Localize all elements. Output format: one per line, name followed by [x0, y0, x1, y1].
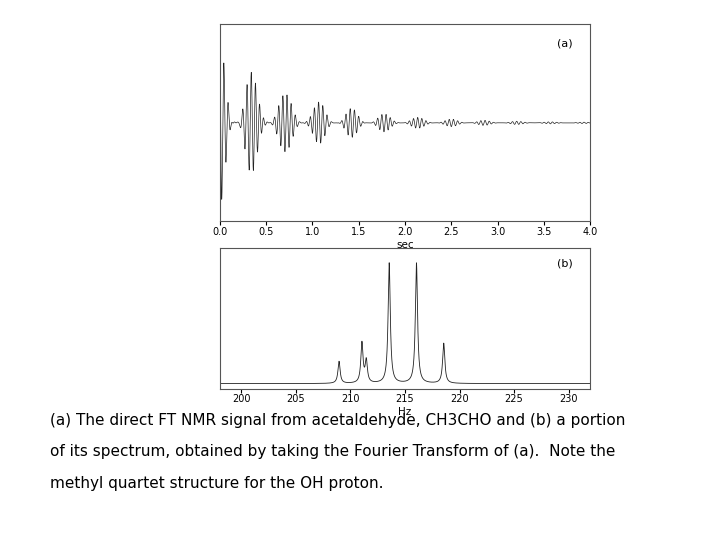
- X-axis label: sec: sec: [396, 240, 414, 249]
- Text: of its spectrum, obtained by taking the Fourier Transform of (a).  Note the: of its spectrum, obtained by taking the …: [50, 444, 616, 460]
- Text: (b): (b): [557, 258, 572, 268]
- Text: (a): (a): [557, 38, 572, 48]
- X-axis label: Hz: Hz: [398, 407, 412, 417]
- Text: (a) The direct FT NMR signal from acetaldehyde, CH3CHO and (b) a portion: (a) The direct FT NMR signal from acetal…: [50, 413, 626, 428]
- Text: methyl quartet structure for the OH proton.: methyl quartet structure for the OH prot…: [50, 476, 384, 491]
